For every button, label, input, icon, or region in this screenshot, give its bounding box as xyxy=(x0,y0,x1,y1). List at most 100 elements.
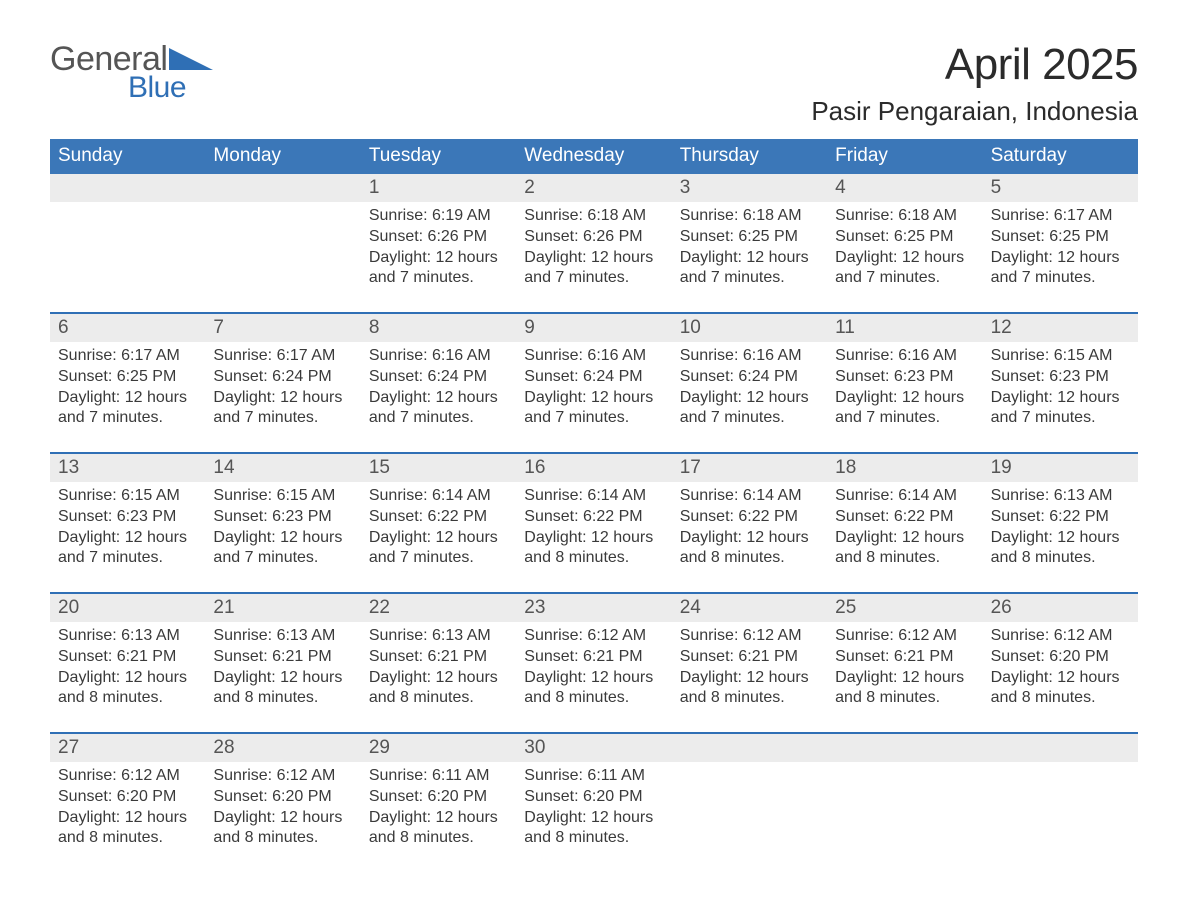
page-title: April 2025 xyxy=(811,40,1138,90)
day-cell: 5Sunrise: 6:17 AMSunset: 6:25 PMDaylight… xyxy=(983,174,1138,294)
sunrise-line: Sunrise: 6:18 AM xyxy=(524,206,663,227)
daylight-line: Daylight: 12 hours and 7 minutes. xyxy=(991,248,1130,290)
daylight-line: Daylight: 12 hours and 7 minutes. xyxy=(58,528,197,570)
day-cell: 29Sunrise: 6:11 AMSunset: 6:20 PMDayligh… xyxy=(361,734,516,854)
daylight-line: Daylight: 12 hours and 8 minutes. xyxy=(991,668,1130,710)
day-number-row: 27 xyxy=(50,734,205,762)
sunrise-line: Sunrise: 6:12 AM xyxy=(213,766,352,787)
day-cell: 21Sunrise: 6:13 AMSunset: 6:21 PMDayligh… xyxy=(205,594,360,714)
day-number-row: 10 xyxy=(672,314,827,342)
sunset-line: Sunset: 6:25 PM xyxy=(58,367,197,388)
sunset-line: Sunset: 6:20 PM xyxy=(369,787,508,808)
day-body: Sunrise: 6:13 AMSunset: 6:21 PMDaylight:… xyxy=(50,622,205,713)
sunset-line: Sunset: 6:25 PM xyxy=(991,227,1130,248)
day-cell: 24Sunrise: 6:12 AMSunset: 6:21 PMDayligh… xyxy=(672,594,827,714)
day-body: Sunrise: 6:18 AMSunset: 6:26 PMDaylight:… xyxy=(516,202,671,293)
day-cell: 27Sunrise: 6:12 AMSunset: 6:20 PMDayligh… xyxy=(50,734,205,854)
sunrise-line: Sunrise: 6:12 AM xyxy=(524,626,663,647)
day-body: Sunrise: 6:16 AMSunset: 6:24 PMDaylight:… xyxy=(672,342,827,433)
sunset-line: Sunset: 6:22 PM xyxy=(835,507,974,528)
day-number-row: 17 xyxy=(672,454,827,482)
day-number: 4 xyxy=(835,177,846,198)
day-number: 11 xyxy=(835,317,855,338)
day-body: Sunrise: 6:11 AMSunset: 6:20 PMDaylight:… xyxy=(361,762,516,853)
day-number-row xyxy=(205,174,360,202)
daylight-line: Daylight: 12 hours and 7 minutes. xyxy=(524,388,663,430)
day-number-row: 19 xyxy=(983,454,1138,482)
weeks-container: 1Sunrise: 6:19 AMSunset: 6:26 PMDaylight… xyxy=(50,174,1138,854)
sunset-line: Sunset: 6:24 PM xyxy=(680,367,819,388)
day-cell: 9Sunrise: 6:16 AMSunset: 6:24 PMDaylight… xyxy=(516,314,671,434)
sunset-line: Sunset: 6:21 PM xyxy=(213,647,352,668)
day-number: 19 xyxy=(991,457,1012,478)
day-number: 22 xyxy=(369,597,390,618)
daylight-line: Daylight: 12 hours and 7 minutes. xyxy=(369,248,508,290)
day-cell xyxy=(672,734,827,854)
day-cell: 18Sunrise: 6:14 AMSunset: 6:22 PMDayligh… xyxy=(827,454,982,574)
day-cell xyxy=(983,734,1138,854)
day-number: 3 xyxy=(680,177,691,198)
sunrise-line: Sunrise: 6:13 AM xyxy=(58,626,197,647)
day-number-row: 4 xyxy=(827,174,982,202)
day-number: 10 xyxy=(680,317,701,338)
day-number-row: 22 xyxy=(361,594,516,622)
sunset-line: Sunset: 6:24 PM xyxy=(369,367,508,388)
day-number: 13 xyxy=(58,457,79,478)
day-cell: 12Sunrise: 6:15 AMSunset: 6:23 PMDayligh… xyxy=(983,314,1138,434)
day-body: Sunrise: 6:15 AMSunset: 6:23 PMDaylight:… xyxy=(205,482,360,573)
day-cell: 10 Sunrise: 6:16 AMSunset: 6:24 PMDayligh… xyxy=(672,314,827,434)
sunrise-line: Sunrise: 6:11 AM xyxy=(524,766,663,787)
sunrise-line: Sunrise: 6:16 AM xyxy=(835,346,974,367)
day-number-row: 26 xyxy=(983,594,1138,622)
day-number-row: 24 xyxy=(672,594,827,622)
day-cell xyxy=(205,174,360,294)
sunrise-line: Sunrise: 6:12 AM xyxy=(991,626,1130,647)
day-number: 26 xyxy=(991,597,1012,618)
day-body: Sunrise: 6:12 AMSunset: 6:21 PMDaylight:… xyxy=(516,622,671,713)
day-cell: 6Sunrise: 6:17 AMSunset: 6:25 PMDaylight… xyxy=(50,314,205,434)
day-number: 30 xyxy=(524,737,545,758)
daylight-line: Daylight: 12 hours and 8 minutes. xyxy=(58,668,197,710)
sunset-line: Sunset: 6:22 PM xyxy=(524,507,663,528)
day-body: Sunrise: 6:19 AMSunset: 6:26 PMDaylight:… xyxy=(361,202,516,293)
daylight-line: Daylight: 12 hours and 8 minutes. xyxy=(58,808,197,850)
day-number-row: 11 xyxy=(827,314,982,342)
weekday-header-row: SundayMondayTuesdayWednesdayThursdayFrid… xyxy=(50,139,1138,174)
day-number: 24 xyxy=(680,597,701,618)
sunrise-line: Sunrise: 6:16 AM xyxy=(524,346,663,367)
day-number-row xyxy=(983,734,1138,762)
weekday-header: Thursday xyxy=(672,139,827,174)
day-number-row: 2 xyxy=(516,174,671,202)
daylight-line: Daylight: 12 hours and 7 minutes. xyxy=(213,388,352,430)
logo-triangle-icon xyxy=(169,48,213,70)
sunset-line: Sunset: 6:21 PM xyxy=(835,647,974,668)
day-number-row: 25 xyxy=(827,594,982,622)
weekday-header: Friday xyxy=(827,139,982,174)
sunset-line: Sunset: 6:23 PM xyxy=(58,507,197,528)
weekday-header: Wednesday xyxy=(516,139,671,174)
daylight-line: Daylight: 12 hours and 8 minutes. xyxy=(369,668,508,710)
day-body: Sunrise: 6:14 AMSunset: 6:22 PMDaylight:… xyxy=(361,482,516,573)
day-body: Sunrise: 6:13 AMSunset: 6:21 PMDaylight:… xyxy=(361,622,516,713)
day-cell: 7Sunrise: 6:17 AMSunset: 6:24 PMDaylight… xyxy=(205,314,360,434)
day-cell: 2Sunrise: 6:18 AMSunset: 6:26 PMDaylight… xyxy=(516,174,671,294)
day-number-row: 8 xyxy=(361,314,516,342)
day-number: 17 xyxy=(680,457,701,478)
day-number-row: 7 xyxy=(205,314,360,342)
sunrise-line: Sunrise: 6:12 AM xyxy=(835,626,974,647)
day-body: Sunrise: 6:12 AMSunset: 6:20 PMDaylight:… xyxy=(205,762,360,853)
day-number: 23 xyxy=(524,597,545,618)
sunrise-line: Sunrise: 6:14 AM xyxy=(524,486,663,507)
day-cell: 15 Sunrise: 6:14 AMSunset: 6:22 PMDayligh… xyxy=(361,454,516,574)
day-number: 16 xyxy=(524,457,545,478)
day-body: Sunrise: 6:12 AMSunset: 6:21 PMDaylight:… xyxy=(827,622,982,713)
day-cell xyxy=(50,174,205,294)
week-row: 1Sunrise: 6:19 AMSunset: 6:26 PMDaylight… xyxy=(50,174,1138,294)
day-number: 9 xyxy=(524,317,535,338)
day-number-row: 18 xyxy=(827,454,982,482)
day-number-row: 15 xyxy=(361,454,516,482)
daylight-line: Daylight: 12 hours and 8 minutes. xyxy=(524,808,663,850)
title-block: April 2025 Pasir Pengaraian, Indonesia xyxy=(811,40,1138,127)
day-number: 15 xyxy=(369,457,390,478)
day-number-row xyxy=(827,734,982,762)
